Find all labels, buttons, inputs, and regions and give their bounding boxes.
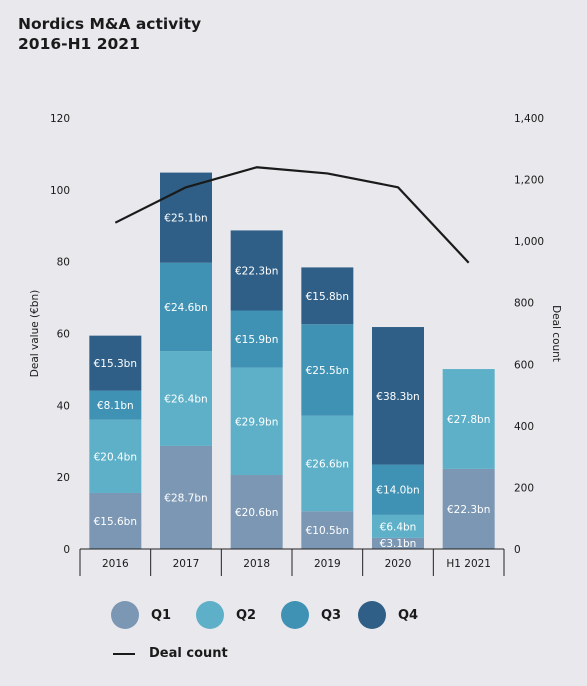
- bar-label-q2-2016: €20.4bn: [94, 451, 137, 463]
- bar-label-q1-2017: €28.7bn: [164, 492, 207, 504]
- deal-count-line: [114, 166, 470, 264]
- bar-q2-2016: [89, 419, 142, 493]
- title-line-1: Nordics M&A activity: [18, 15, 202, 33]
- bar-q1-2017: [160, 445, 212, 549]
- y2-tick-label: 800: [514, 298, 534, 310]
- bar-q4-2018: [230, 230, 283, 311]
- bar-q3-2017: [160, 262, 212, 352]
- bar-q3-2020: [372, 464, 424, 515]
- bar-label-q1-2016: €15.6bn: [94, 516, 137, 528]
- bar-q2-2020: [372, 514, 424, 538]
- bar-q3-2019: [301, 324, 354, 416]
- bar-label-q4-2016: €15.3bn: [94, 358, 137, 370]
- bar-label-q3-2019: €25.5bn: [306, 365, 349, 377]
- bar-label-q2-2017: €26.4bn: [164, 394, 207, 406]
- y-tick-label: 0: [63, 544, 70, 556]
- bar-q1-2019: [301, 511, 354, 549]
- bar-q2-2017: [160, 351, 212, 446]
- bar-q2-2018: [230, 367, 283, 476]
- bar-label-q4-2017: €25.1bn: [164, 213, 207, 225]
- bar-label-q3-2018: €15.9bn: [235, 334, 278, 346]
- bar-q3-2018: [230, 310, 283, 368]
- y-tick-label: 60: [57, 329, 70, 341]
- y-tick-label: 100: [50, 185, 70, 197]
- bar-q4-2020: [372, 327, 424, 465]
- bar-label-q3-2017: €24.6bn: [164, 302, 207, 314]
- bar-q1-2018: [230, 475, 283, 549]
- x-tick-label: 2020: [385, 558, 412, 570]
- y-axis-title: Deal value (€bn): [29, 290, 41, 377]
- y-tick-label: 120: [50, 113, 70, 125]
- title-line-2: 2016-H1 2021: [18, 35, 140, 53]
- bar-q1-2016: [89, 492, 142, 549]
- y2-axis-title: Deal count: [550, 305, 562, 362]
- y2-tick-label: 200: [514, 482, 534, 494]
- x-tick-label: 2016: [102, 558, 129, 570]
- bar-label-q1-2018: €20.6bn: [235, 507, 278, 519]
- bar-label-q3-2016: €8.1bn: [97, 400, 134, 412]
- y2-tick-label: 1,400: [514, 113, 544, 125]
- y2-tick-label: 1,200: [514, 175, 544, 187]
- bar-q1-2020: [372, 537, 424, 549]
- bar-label-q2-2019: €26.6bn: [306, 459, 349, 471]
- bar-label-q2-h1-2021: €27.8bn: [447, 414, 490, 426]
- y2-tick-label: 600: [514, 359, 534, 371]
- bar-label-q4-2018: €22.3bn: [235, 265, 278, 277]
- bar-label-q2-2018: €29.9bn: [235, 416, 278, 428]
- y-tick-label: 40: [57, 400, 70, 412]
- x-tick-label: 2018: [243, 558, 270, 570]
- bar-q3-2016: [89, 390, 142, 420]
- bar-label-q1-2020: €3.1bn: [380, 538, 417, 550]
- bar-label-q4-2020: €38.3bn: [376, 391, 419, 403]
- bar-q2-2019: [301, 415, 354, 512]
- chart-title: Nordics M&A activity 2016-H1 2021: [18, 14, 201, 54]
- y2-tick-label: 0: [514, 544, 521, 556]
- x-tick-label: H1 2021: [446, 558, 491, 570]
- bar-label-q4-2019: €15.8bn: [306, 291, 349, 303]
- bar-label-q2-2020: €6.4bn: [380, 521, 417, 533]
- x-tick-label: 2017: [173, 558, 200, 570]
- bar-q4-2016: [89, 335, 142, 391]
- y-tick-label: 80: [57, 257, 70, 269]
- bar-label-q1-2019: €10.5bn: [306, 525, 349, 537]
- bar-label-q1-h1-2021: €22.3bn: [447, 504, 490, 516]
- y-tick-label: 20: [57, 472, 70, 484]
- x-tick-label: 2019: [314, 558, 341, 570]
- bar-q2-h1-2021: [442, 369, 495, 469]
- bar-label-q3-2020: €14.0bn: [376, 485, 419, 497]
- y2-tick-label: 400: [514, 421, 534, 433]
- bar-q1-h1-2021: [442, 468, 495, 549]
- y2-tick-label: 1,000: [514, 236, 544, 248]
- bar-q4-2019: [301, 267, 354, 325]
